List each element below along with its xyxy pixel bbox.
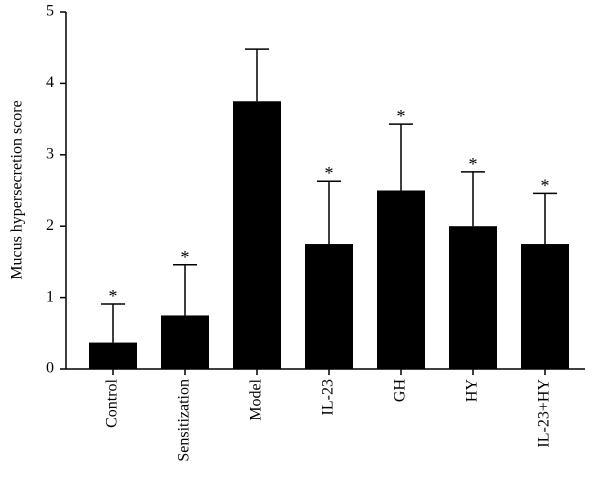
significance-mark: * — [469, 154, 478, 174]
y-tick-label: 4 — [46, 74, 54, 91]
error-bar — [317, 180, 341, 245]
bar — [161, 315, 209, 369]
x-tick-label: IL-23 — [320, 379, 337, 415]
bar — [449, 226, 497, 369]
y-tick-label: 5 — [46, 3, 54, 20]
x-tick-label: Sensitization — [176, 379, 193, 462]
bar — [233, 101, 281, 369]
error-bar — [461, 171, 485, 227]
error-bar — [389, 123, 413, 191]
x-tick-label: Model — [248, 378, 265, 420]
error-bar — [101, 303, 125, 343]
significance-mark: * — [541, 175, 550, 195]
y-tick-label: 2 — [46, 217, 54, 234]
y-axis-label: Mucus hypersecretion score — [9, 100, 26, 280]
x-tick-label: IL-23+HY — [536, 379, 553, 448]
bar — [305, 244, 353, 369]
significance-mark: * — [397, 106, 406, 126]
significance-mark: * — [325, 163, 334, 183]
x-tick-label: GH — [392, 379, 409, 403]
error-bar — [173, 264, 197, 316]
y-tick-label: 0 — [46, 360, 54, 377]
y-tick-label: 3 — [46, 145, 54, 162]
x-tick-label: HY — [464, 379, 481, 403]
y-tick-label: 1 — [46, 288, 54, 305]
error-bar — [533, 192, 557, 245]
significance-mark: * — [109, 286, 118, 306]
bar — [521, 244, 569, 369]
x-tick-label: Control — [104, 378, 121, 427]
bar — [377, 190, 425, 369]
significance-mark: * — [181, 247, 190, 267]
bar — [89, 342, 137, 369]
error-bar — [245, 48, 269, 102]
